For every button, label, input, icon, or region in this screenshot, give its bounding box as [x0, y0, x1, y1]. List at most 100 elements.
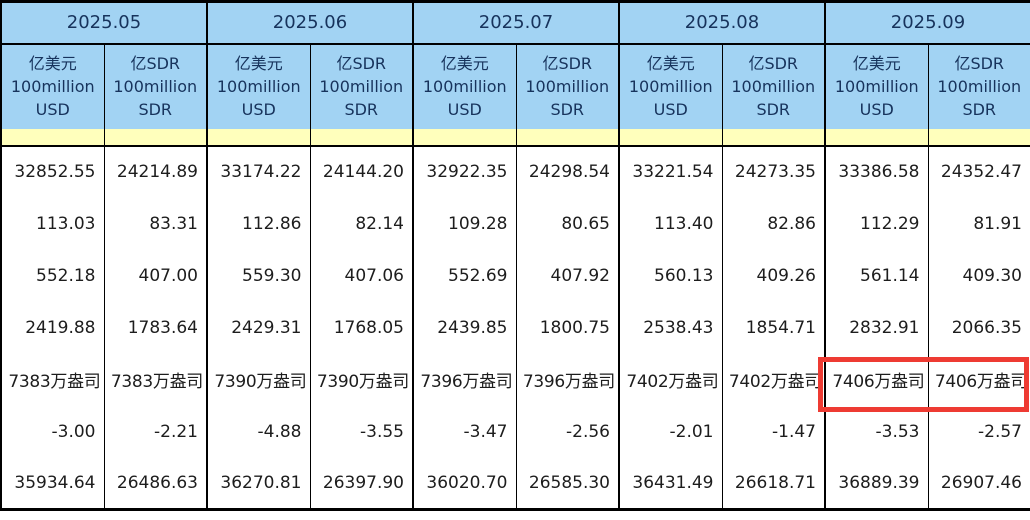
data-cell: 2538.43: [618, 301, 722, 354]
data-cell: 1768.05: [309, 301, 413, 354]
table-row: 35934.64 26486.63 36270.81 26397.90 3602…: [0, 457, 1030, 510]
data-cell: 7383万盎司: [103, 353, 207, 406]
table-row: 113.03 83.31 112.86 82.14 109.28 80.65 1…: [0, 197, 1030, 250]
data-cell: 7396万盎司: [412, 353, 516, 406]
table-row: 552.18 407.00 559.30 407.06 552.69 407.9…: [0, 249, 1030, 302]
stripe-cell: [206, 128, 310, 147]
subheader-usd: 亿美元 100million USD: [0, 43, 104, 129]
data-cell: 7396万盎司: [515, 353, 619, 406]
data-cell: 112.29: [824, 197, 928, 250]
data-cell: 33386.58: [824, 145, 928, 198]
subheader-usd: 亿美元 100million USD: [412, 43, 516, 129]
data-cell: 407.92: [515, 249, 619, 302]
data-cell: 409.26: [721, 249, 825, 302]
subheader-sdr: 亿SDR 100million SDR: [515, 43, 619, 129]
data-cell: 35934.64: [0, 457, 104, 510]
data-cell: 36020.70: [412, 457, 516, 510]
month-header-2025-08: 2025.08: [618, 1, 825, 45]
data-cell: 113.40: [618, 197, 722, 250]
data-cell: 561.14: [824, 249, 928, 302]
stripe-cell: [721, 128, 825, 147]
data-cell: 80.65: [515, 197, 619, 250]
subheader-sdr: 亿SDR 100million SDR: [721, 43, 825, 129]
data-cell: 2066.35: [927, 301, 1030, 354]
data-cell: 559.30: [206, 249, 310, 302]
subheader-sdr: 亿SDR 100million SDR: [103, 43, 207, 129]
data-cell: 1854.71: [721, 301, 825, 354]
data-cell: 407.00: [103, 249, 207, 302]
data-cell: -3.00: [0, 405, 104, 458]
data-cell-highlighted: 7406万盎司: [927, 353, 1030, 406]
data-cell: 552.18: [0, 249, 104, 302]
data-cell: 26486.63: [103, 457, 207, 510]
month-header-2025-06: 2025.06: [206, 1, 413, 45]
month-header-2025-05: 2025.05: [0, 1, 207, 45]
subheader-sdr: 亿SDR 100million SDR: [927, 43, 1030, 129]
data-cell: 24144.20: [309, 145, 413, 198]
data-cell: 7383万盎司: [0, 353, 104, 406]
data-cell: -2.56: [515, 405, 619, 458]
data-cell: 81.91: [927, 197, 1030, 250]
table-row: 2419.88 1783.64 2429.31 1768.05 2439.85 …: [0, 301, 1030, 354]
data-cell: 32852.55: [0, 145, 104, 198]
data-cell: 32922.35: [412, 145, 516, 198]
subheader-usd: 亿美元 100million USD: [206, 43, 310, 129]
data-cell: 36431.49: [618, 457, 722, 510]
data-cell: 2832.91: [824, 301, 928, 354]
data-cell: 552.69: [412, 249, 516, 302]
subheader-usd: 亿美元 100million USD: [618, 43, 722, 129]
data-cell: -1.47: [721, 405, 825, 458]
data-cell: 24214.89: [103, 145, 207, 198]
table-row: 32852.55 24214.89 33174.22 24144.20 3292…: [0, 145, 1030, 198]
data-cell: 2429.31: [206, 301, 310, 354]
data-cell: -3.53: [824, 405, 928, 458]
data-cell: 1800.75: [515, 301, 619, 354]
data-cell: 407.06: [309, 249, 413, 302]
stripe-cell: [515, 128, 619, 147]
data-cell: 113.03: [0, 197, 104, 250]
subheader-usd: 亿美元 100million USD: [824, 43, 928, 129]
data-cell: 109.28: [412, 197, 516, 250]
stripe-cell: [0, 128, 104, 147]
stripe-cell: [927, 128, 1030, 147]
data-cell: 7402万盎司: [721, 353, 825, 406]
data-cell: 7390万盎司: [206, 353, 310, 406]
data-cell: 82.86: [721, 197, 825, 250]
stripe-cell: [103, 128, 207, 147]
data-cell: 26585.30: [515, 457, 619, 510]
data-cell: 26397.90: [309, 457, 413, 510]
subheader-sdr: 亿SDR 100million SDR: [309, 43, 413, 129]
data-cell: 560.13: [618, 249, 722, 302]
data-cell: 36270.81: [206, 457, 310, 510]
data-cell: -2.57: [927, 405, 1030, 458]
data-cell: 7402万盎司: [618, 353, 722, 406]
data-cell: -2.01: [618, 405, 722, 458]
data-cell: 24273.35: [721, 145, 825, 198]
data-cell: 36889.39: [824, 457, 928, 510]
data-cell: 24352.47: [927, 145, 1030, 198]
table-row: -3.00 -2.21 -4.88 -3.55 -3.47 -2.56 -2.0…: [0, 405, 1030, 458]
data-cell: 409.30: [927, 249, 1030, 302]
data-cell: 83.31: [103, 197, 207, 250]
stripe-cell: [309, 128, 413, 147]
unit-subheader-row: 亿美元 100million USD 亿SDR 100million SDR 亿…: [0, 43, 1030, 129]
data-cell: 33174.22: [206, 145, 310, 198]
data-cell: 112.86: [206, 197, 310, 250]
data-cell: 26907.46: [927, 457, 1030, 510]
data-cell: 7390万盎司: [309, 353, 413, 406]
stripe-cell: [618, 128, 722, 147]
yellow-stripe-row: [0, 128, 1030, 147]
month-header-2025-09: 2025.09: [824, 1, 1030, 45]
data-cell: 2439.85: [412, 301, 516, 354]
stripe-cell: [824, 128, 928, 147]
data-cell: -2.21: [103, 405, 207, 458]
data-cell: 2419.88: [0, 301, 104, 354]
data-cell-highlighted: 7406万盎司: [824, 353, 928, 406]
data-cell: -3.55: [309, 405, 413, 458]
month-header-2025-07: 2025.07: [412, 1, 619, 45]
data-cell: 1783.64: [103, 301, 207, 354]
data-cell: 26618.71: [721, 457, 825, 510]
stripe-cell: [412, 128, 516, 147]
data-cell: 33221.54: [618, 145, 722, 198]
